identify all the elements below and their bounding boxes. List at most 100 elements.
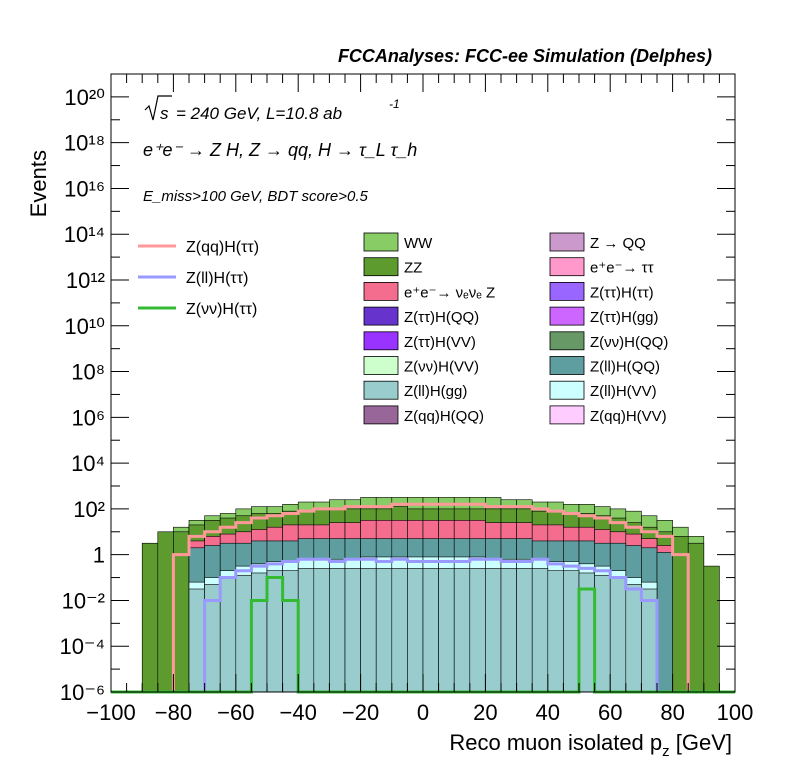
y-tick-label: 10²⁰ — [64, 85, 105, 110]
legend-fill-label: Z(νν)H(VV) — [404, 359, 479, 376]
bar — [656, 552, 673, 693]
bar — [438, 568, 455, 693]
bar — [563, 570, 580, 693]
x-tick-label: −80 — [155, 700, 192, 725]
x-tick-label: 0 — [417, 700, 429, 725]
annotation-process: e⁺e⁻ → Z H, Z → qq, H → τ_L τ_h — [143, 140, 417, 160]
bar — [687, 542, 705, 693]
sqrt-symbol — [144, 95, 172, 121]
legend-fill-swatch — [363, 331, 399, 351]
legend-line-label: Z(νν)H(ττ) — [186, 301, 257, 318]
bar — [609, 577, 627, 693]
bar — [235, 574, 252, 693]
legend: Z(qq)H(ττ) Z(ll)H(ττ) Z(νν)H(ττ) WW ZZ e⁺e⁻→ … — [138, 232, 668, 425]
legend-fill-label: Z → QQ — [590, 235, 646, 252]
bar — [578, 572, 595, 693]
x-tick-label: −20 — [342, 700, 379, 725]
legend-fill-swatch — [549, 232, 585, 252]
bar — [547, 570, 564, 693]
bar — [391, 568, 408, 693]
legend-fill-label: ZZ — [404, 260, 422, 277]
bar — [531, 568, 549, 693]
bar — [672, 536, 689, 693]
bar — [500, 568, 517, 693]
bar — [641, 588, 658, 693]
x-tick-label: 20 — [473, 700, 497, 725]
bar — [516, 568, 533, 693]
y-tick-label: 10² — [73, 497, 105, 522]
y-tick-label: 1 — [93, 543, 105, 568]
legend-fill-swatch — [363, 380, 399, 400]
y-tick-label: 10⁶ — [71, 405, 105, 430]
bar — [422, 568, 439, 693]
bar — [625, 584, 642, 693]
legend-fill-swatch — [549, 257, 585, 277]
bar — [157, 531, 174, 693]
annotation-cuts: E_miss>100 GeV, BDT score>0.5 — [143, 188, 368, 205]
legend-line-label: Z(qq)H(ττ) — [186, 239, 259, 256]
legend-fill-swatch — [549, 405, 585, 425]
annotation-sqrt-s: s — [160, 104, 169, 123]
bar — [453, 568, 471, 693]
legend-line-label: Z(ll)H(ττ) — [186, 270, 248, 287]
legend-fill-swatch — [363, 306, 399, 326]
y-tick-label: 10⁻⁴ — [59, 634, 105, 659]
series-5 — [188, 568, 658, 693]
y-tick-label: 10⁸ — [71, 360, 105, 385]
legend-fill-swatch — [363, 232, 399, 252]
x-axis-label-text: Reco muon isolated pz [GeV] — [449, 730, 732, 760]
bar — [297, 568, 315, 693]
y-tick-label: 10¹⁰ — [64, 314, 105, 339]
x-tick-label: −60 — [217, 700, 254, 725]
bar — [485, 568, 502, 693]
legend-fill-swatch — [363, 281, 399, 301]
x-tick-label: 80 — [660, 700, 684, 725]
bar — [594, 574, 611, 693]
legend-fill-swatch — [549, 380, 585, 400]
y-tick-label: 10¹² — [66, 268, 105, 293]
y-axis-label: Events — [26, 150, 51, 217]
legend-fill-label: Z(qq)H(VV) — [590, 408, 667, 425]
bar — [313, 568, 330, 693]
legend-fill-label: Z(νν)H(QQ) — [590, 334, 668, 351]
legend-fill-swatch — [549, 306, 585, 326]
bar — [266, 570, 283, 693]
bar — [407, 568, 424, 693]
legend-fill-label: Z(ll)H(gg) — [404, 383, 467, 400]
legend-fill-label: Z(ττ)H(ττ) — [590, 284, 654, 301]
y-tick-label: 10¹⁶ — [64, 176, 105, 201]
bar — [219, 577, 237, 693]
legend-fill-swatch — [549, 331, 585, 351]
chart-title: FCCAnalyses: FCC-ee Simulation (Delphes) — [338, 46, 712, 66]
legend-fill-swatch — [363, 356, 399, 375]
y-tick-label: 10¹⁴ — [64, 222, 105, 247]
legend-fill-label: Z(ll)H(QQ) — [590, 359, 660, 376]
legend-fill-label: e⁺e⁻→ ττ — [590, 260, 654, 277]
annotation-energy-lumi: = 240 GeV, L=10.8 ab — [176, 104, 342, 123]
y-tick-label: 10⁴ — [71, 451, 105, 476]
bar — [141, 542, 159, 693]
legend-fill-label: Z(qq)H(QQ) — [404, 408, 484, 425]
x-tick-label: 40 — [536, 700, 560, 725]
bar — [282, 570, 299, 693]
bar — [703, 565, 720, 693]
bar — [344, 568, 361, 693]
legend-fill-swatch — [363, 257, 399, 277]
line-0 — [111, 502, 735, 694]
bar — [188, 588, 205, 693]
plot-annotations: s = 240 GeV, L=10.8 ab -1 e⁺e⁻ → Z H, Z → q… — [143, 95, 417, 205]
line-1 — [111, 557, 735, 694]
axes: −100 −80 −60 −40 −20 0 20 40 60 80 100 10⁻⁶ 10⁻⁴ 10⁻²… — [59, 73, 753, 725]
y-tick-label: 10⁻⁶ — [60, 680, 105, 705]
x-tick-label: −100 — [86, 700, 136, 725]
legend-fill-label: Z(ll)H(VV) — [590, 383, 657, 400]
x-axis-label: Reco muon isolated pz [GeV] — [449, 730, 732, 760]
y-tick-label: 10¹⁸ — [64, 131, 105, 156]
bar — [375, 568, 393, 693]
legend-fill-label: Z(ττ)H(gg) — [590, 309, 659, 326]
legend-fill-label: Z(ττ)H(VV) — [404, 334, 476, 351]
legend-fill-label: Z(ττ)H(QQ) — [404, 309, 479, 326]
bar — [469, 568, 486, 693]
annotation-lumi-exponent: -1 — [389, 97, 400, 111]
